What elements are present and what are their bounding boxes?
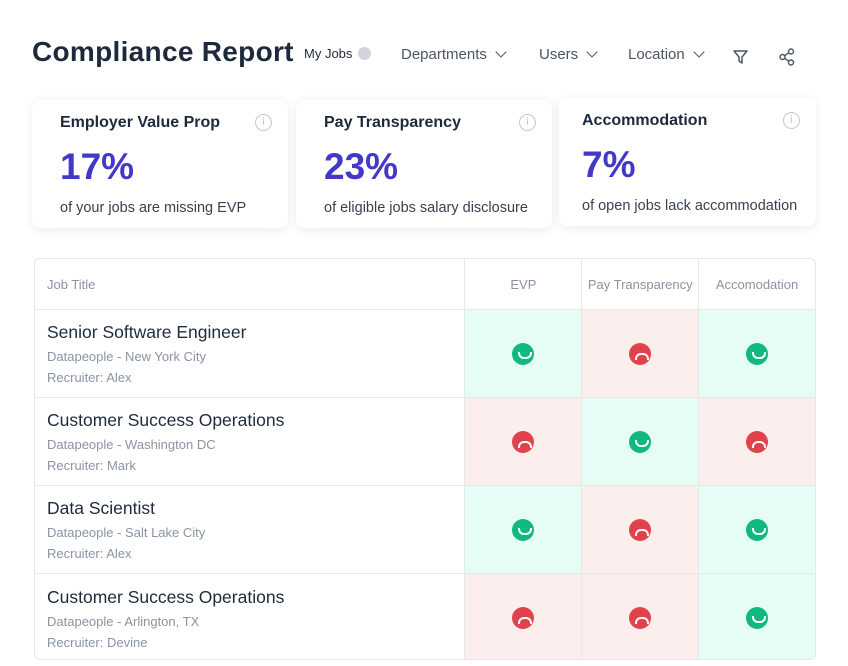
status-cell [581, 398, 699, 485]
status-cell [464, 574, 582, 659]
location-dropdown[interactable]: Location [628, 46, 705, 63]
smile-face-icon [629, 430, 652, 453]
chevron-down-icon [586, 46, 598, 58]
job-location: Datapeople - Salt Lake City [47, 525, 206, 540]
pay-transparency-card: i Pay Transparency 23% of eligible jobs … [296, 100, 552, 228]
card-description: of open jobs lack accommodation [582, 198, 798, 214]
frown-face-icon [512, 607, 535, 629]
frown-face-icon [746, 430, 769, 453]
job-recruiter: Recruiter: Devine [47, 634, 148, 650]
users-label: Users [539, 46, 579, 63]
my-jobs-toggle[interactable]: My Jobs [304, 46, 372, 61]
job-recruiter: Recruiter: Alex [47, 370, 132, 385]
job-location: Datapeople - Arlington, TX [47, 613, 200, 629]
job-location: Datapeople - New York City [47, 349, 206, 364]
status-cell [698, 486, 815, 573]
smile-face-icon [746, 342, 769, 365]
frown-face-icon [629, 607, 652, 629]
column-header-pay-transparency[interactable]: Pay Transparency [581, 259, 698, 309]
page-title: Compliance Report [32, 36, 294, 67]
column-header-accommodation[interactable]: Accomodation [698, 259, 815, 309]
status-cell [464, 486, 582, 573]
card-value: 7% [582, 144, 636, 185]
status-cell [464, 310, 582, 397]
job-title[interactable]: Customer Success Operations [47, 410, 285, 430]
table-row[interactable]: Senior Software Engineer Datapeople - New… [35, 310, 815, 398]
info-icon[interactable]: i [519, 114, 536, 131]
table-row[interactable]: Customer Success Operations Datapeople - … [35, 574, 815, 659]
chevron-down-icon [693, 46, 705, 58]
departments-label: Departments [401, 46, 487, 63]
frown-face-icon [629, 518, 652, 541]
job-info: Senior Software Engineer Datapeople - New… [35, 310, 464, 397]
status-cell [581, 486, 699, 573]
info-icon[interactable]: i [783, 112, 800, 129]
accommodation-card: i Accommodation 7% of open jobs lack acc… [559, 98, 816, 226]
smile-face-icon [512, 518, 535, 541]
filter-icon[interactable] [733, 49, 748, 65]
job-title[interactable]: Data Scientist [47, 498, 155, 518]
status-cell [581, 574, 699, 659]
location-label: Location [628, 46, 685, 63]
frown-face-icon [512, 430, 535, 453]
job-recruiter: Recruiter: Mark [47, 458, 136, 473]
table-row[interactable]: Customer Success Operations Datapeople - … [35, 398, 815, 486]
card-description: of eligible jobs salary disclosure [324, 200, 528, 216]
my-jobs-label: My Jobs [304, 46, 353, 61]
job-info: Data Scientist Datapeople - Salt Lake Cit… [35, 486, 464, 573]
evp-card: i Employer Value Prop 17% of your jobs a… [32, 100, 288, 228]
job-title[interactable]: Senior Software Engineer [47, 322, 247, 342]
column-header-job-title[interactable]: Job Title [47, 276, 96, 292]
smile-face-icon [746, 607, 769, 629]
frown-face-icon [629, 342, 652, 365]
card-title: Accommodation [582, 112, 708, 129]
job-info: Customer Success Operations Datapeople - … [35, 574, 464, 659]
compliance-table: Job Title EVP Pay Transparency Accomodat… [34, 258, 816, 660]
status-cell [698, 310, 815, 397]
table-header: Job Title EVP Pay Transparency Accomodat… [35, 259, 815, 310]
status-cell [464, 398, 582, 485]
job-recruiter: Recruiter: Alex [47, 546, 132, 561]
status-cell [698, 398, 815, 485]
card-description: of your jobs are missing EVP [60, 200, 247, 216]
card-title: Pay Transparency [324, 114, 461, 131]
status-cell [698, 574, 815, 659]
departments-dropdown[interactable]: Departments [401, 46, 507, 63]
users-dropdown[interactable]: Users [539, 46, 598, 63]
check-icon [358, 47, 372, 60]
info-icon[interactable]: i [255, 114, 272, 131]
share-icon[interactable] [779, 48, 795, 66]
card-value: 17% [60, 146, 135, 187]
smile-face-icon [512, 342, 535, 365]
job-title[interactable]: Customer Success Operations [47, 586, 285, 607]
smile-face-icon [746, 518, 769, 541]
chevron-down-icon [495, 46, 507, 58]
card-value: 23% [324, 146, 399, 187]
column-header-evp[interactable]: EVP [464, 259, 581, 309]
job-info: Customer Success Operations Datapeople - … [35, 398, 464, 485]
job-location: Datapeople - Washington DC [47, 437, 216, 452]
card-title: Employer Value Prop [60, 114, 221, 131]
table-row[interactable]: Data Scientist Datapeople - Salt Lake Cit… [35, 486, 815, 574]
status-cell [581, 310, 699, 397]
